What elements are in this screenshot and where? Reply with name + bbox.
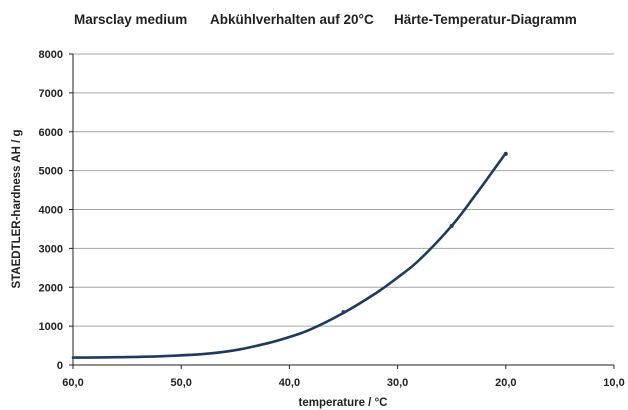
data-point bbox=[449, 223, 454, 228]
y-tick-label: 6000 bbox=[39, 127, 63, 139]
series-line bbox=[71, 151, 508, 359]
x-tick-label: 60,0 bbox=[62, 377, 83, 389]
x-tick-label: 30,0 bbox=[387, 377, 408, 389]
grid-lines bbox=[73, 53, 614, 327]
y-tick-label: 2000 bbox=[39, 282, 63, 294]
x-tick-label: 40,0 bbox=[279, 377, 300, 389]
y-tick-label: 8000 bbox=[39, 49, 63, 61]
y-axis-title: STAEDTLER-hardness AH / g bbox=[11, 129, 23, 288]
data-point bbox=[341, 310, 346, 315]
y-tick-label: 1000 bbox=[39, 321, 63, 333]
y-tick-label: 3000 bbox=[39, 243, 63, 255]
series-group bbox=[71, 151, 508, 359]
chart-title-2: Abkühlverhalten auf 20°C bbox=[210, 12, 374, 27]
x-axis-title: temperature / °C bbox=[299, 397, 388, 409]
y-tick-label: 0 bbox=[57, 360, 63, 372]
x-tick-label: 20,0 bbox=[495, 377, 516, 389]
x-tick-label: 10,0 bbox=[603, 377, 624, 389]
y-tick-labels: 0 1000 2000 3000 4000 5000 6000 7000 8000 bbox=[39, 49, 73, 372]
chart-title-group: Marsclay medium Abkühlverhalten auf 20°C… bbox=[74, 12, 577, 27]
data-point bbox=[503, 151, 508, 156]
x-tick-label: 50,0 bbox=[170, 377, 191, 389]
chart-title-3: Härte-Temperatur-Diagramm bbox=[394, 12, 577, 27]
x-tick-labels: 60,0 50,0 40,0 30,0 20,0 10,0 bbox=[62, 365, 625, 389]
chart-title-1: Marsclay medium bbox=[74, 12, 187, 27]
y-tick-label: 4000 bbox=[39, 205, 63, 217]
y-tick-label: 5000 bbox=[39, 166, 63, 178]
marker-group bbox=[341, 151, 508, 315]
y-tick-label: 7000 bbox=[39, 88, 63, 100]
